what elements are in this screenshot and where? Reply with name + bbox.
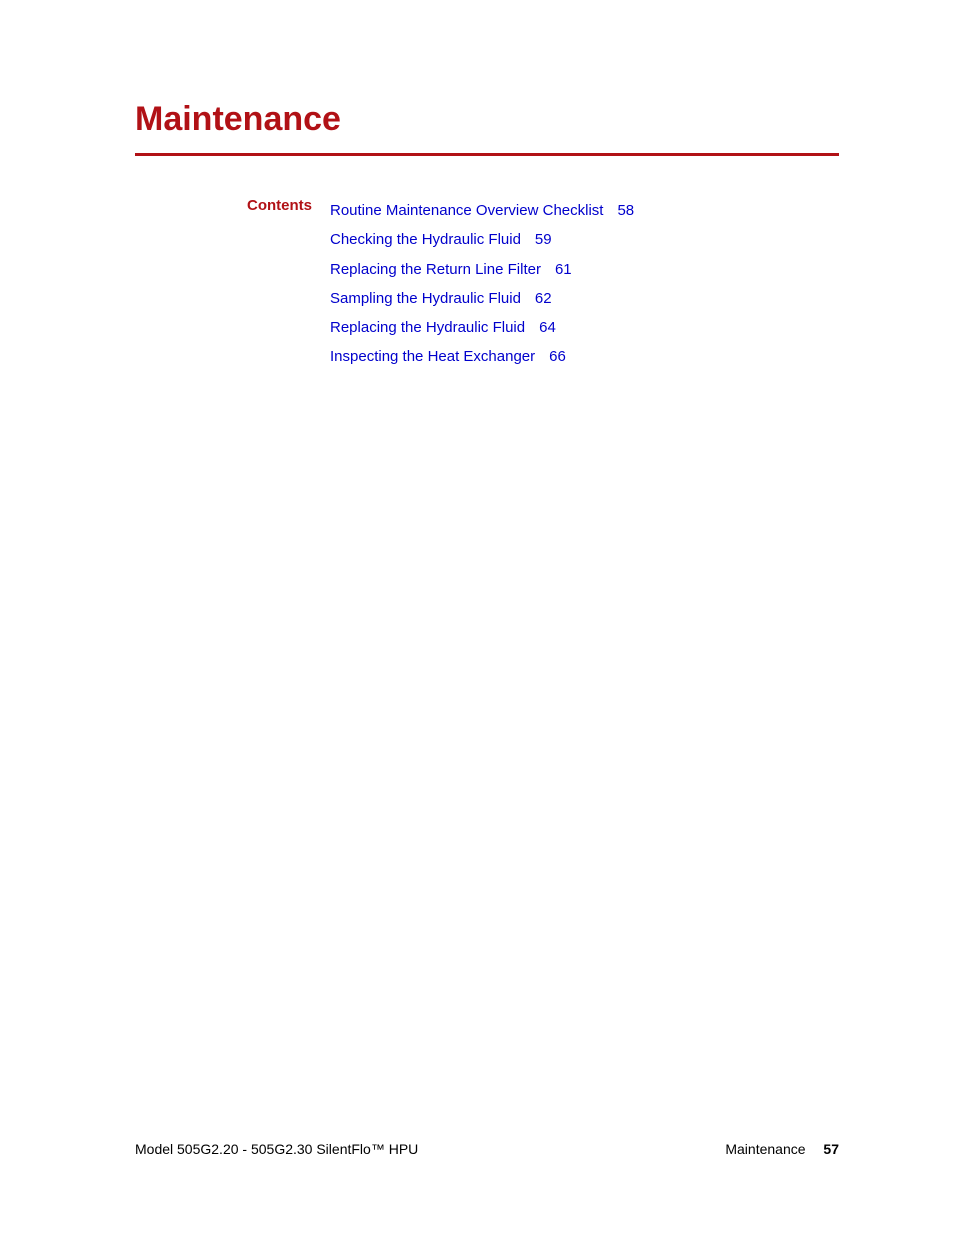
footer-page-number: 57	[823, 1141, 839, 1157]
toc-entry-page: 59	[535, 231, 552, 248]
toc-entry-title: Replacing the Hydraulic Fluid	[330, 319, 525, 336]
toc-entry[interactable]: Replacing the Return Line Filter 61	[330, 255, 839, 284]
footer-model-text: Model 505G2.20 - 505G2.30 SilentFlo™ HPU	[135, 1141, 418, 1157]
footer-section-label: Maintenance	[725, 1141, 805, 1157]
toc-entry[interactable]: Inspecting the Heat Exchanger 66	[330, 342, 839, 371]
toc-list: Routine Maintenance Overview Checklist 58…	[330, 196, 839, 372]
toc-entry-title: Inspecting the Heat Exchanger	[330, 348, 535, 365]
toc-entry-title: Routine Maintenance Overview Checklist	[330, 202, 603, 219]
chapter-title: Maintenance	[135, 100, 839, 156]
toc-entry[interactable]: Sampling the Hydraulic Fluid 62	[330, 284, 839, 313]
contents-block: Contents Routine Maintenance Overview Ch…	[235, 196, 839, 372]
toc-entry-title: Replacing the Return Line Filter	[330, 261, 541, 278]
toc-entry-page: 66	[549, 348, 566, 365]
toc-entry-title: Checking the Hydraulic Fluid	[330, 231, 521, 248]
toc-entry-page: 58	[617, 202, 634, 219]
toc-entry[interactable]: Routine Maintenance Overview Checklist 58	[330, 196, 839, 225]
toc-entry[interactable]: Checking the Hydraulic Fluid 59	[330, 225, 839, 254]
toc-entry-page: 64	[539, 319, 556, 336]
page-footer: Model 505G2.20 - 505G2.30 SilentFlo™ HPU…	[135, 1141, 839, 1157]
toc-entry[interactable]: Replacing the Hydraulic Fluid 64	[330, 313, 839, 342]
footer-right: Maintenance 57	[725, 1141, 839, 1157]
toc-entry-page: 61	[555, 261, 572, 278]
document-page: Maintenance Contents Routine Maintenance…	[0, 0, 954, 1235]
toc-entry-page: 62	[535, 290, 552, 307]
toc-entry-title: Sampling the Hydraulic Fluid	[330, 290, 521, 307]
contents-heading: Contents	[235, 196, 330, 214]
